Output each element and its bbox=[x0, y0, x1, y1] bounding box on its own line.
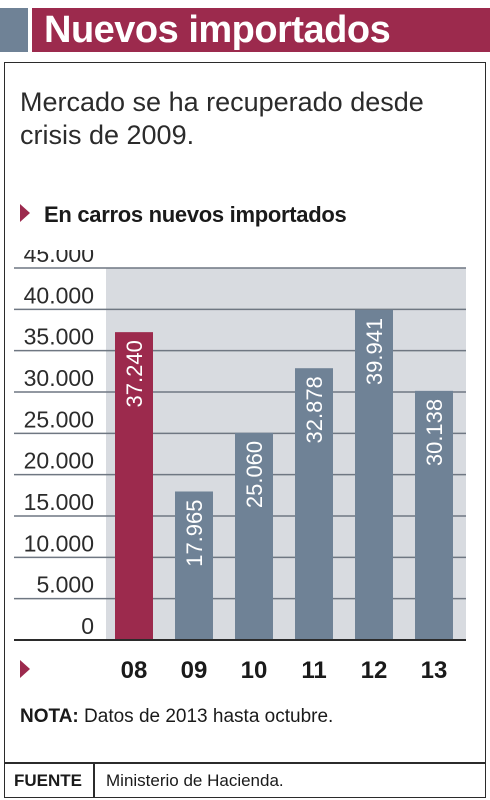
source-text: Ministerio de Hacienda. bbox=[106, 771, 284, 790]
section-arrow-icon bbox=[20, 204, 30, 222]
note-text: Datos de 2013 hasta octubre. bbox=[84, 706, 334, 727]
chart-title: En carros nuevos importados bbox=[44, 202, 347, 227]
header-accent-bar bbox=[0, 8, 28, 52]
page-title: Nuevos importados bbox=[32, 8, 490, 52]
x-tick-label: 13 bbox=[421, 657, 448, 684]
bar bbox=[355, 309, 393, 640]
y-tick-label: 35.000 bbox=[24, 324, 94, 350]
bar bbox=[415, 390, 453, 640]
y-tick-label: 40.000 bbox=[24, 282, 94, 308]
y-tick-label: 15.000 bbox=[24, 489, 94, 515]
source-divider-line bbox=[4, 762, 486, 764]
y-tick-label: 0 bbox=[81, 613, 94, 639]
note-label: NOTA: bbox=[20, 706, 79, 727]
bar bbox=[115, 332, 153, 640]
y-tick-label: 5.000 bbox=[36, 572, 94, 598]
note: NOTA: Datos de 2013 hasta octubre. bbox=[20, 706, 333, 728]
bar bbox=[295, 368, 333, 640]
plot-background bbox=[106, 268, 466, 640]
bar-value-label: 37.240 bbox=[122, 340, 147, 407]
bar-value-label: 32.878 bbox=[302, 376, 327, 443]
y-tick-label: 20.000 bbox=[24, 448, 94, 474]
y-tick-label: 25.000 bbox=[24, 406, 94, 432]
x-tick-label: 12 bbox=[361, 657, 388, 684]
x-tick-label: 11 bbox=[301, 657, 326, 684]
source-label: FUENTE bbox=[14, 771, 82, 790]
bar-value-label: 30.138 bbox=[422, 399, 447, 466]
bar-value-label: 25.060 bbox=[242, 441, 267, 508]
bar bbox=[175, 491, 213, 640]
bar-chart: 0 5.000 10.000 15.000 20.000 25.000 30.000 35.0… bbox=[14, 250, 466, 684]
bar-value-label: 17.965 bbox=[182, 499, 207, 566]
infographic-frame bbox=[4, 62, 486, 798]
x-tick-label: 10 bbox=[241, 657, 268, 684]
subtitle: Mercado se ha recuperado desde crisis de… bbox=[20, 87, 424, 150]
x-tick-label: 08 bbox=[121, 657, 148, 684]
y-tick-label: 30.000 bbox=[24, 365, 94, 391]
x-tick-label: 09 bbox=[181, 657, 208, 684]
y-tick-label: 10.000 bbox=[24, 530, 94, 556]
bar bbox=[235, 432, 273, 640]
source-vertical-divider bbox=[93, 763, 95, 798]
bar-value-label: 39.941 bbox=[362, 318, 387, 385]
x-axis-arrow-icon bbox=[20, 660, 30, 678]
y-tick-label: 45.000 bbox=[24, 250, 94, 267]
